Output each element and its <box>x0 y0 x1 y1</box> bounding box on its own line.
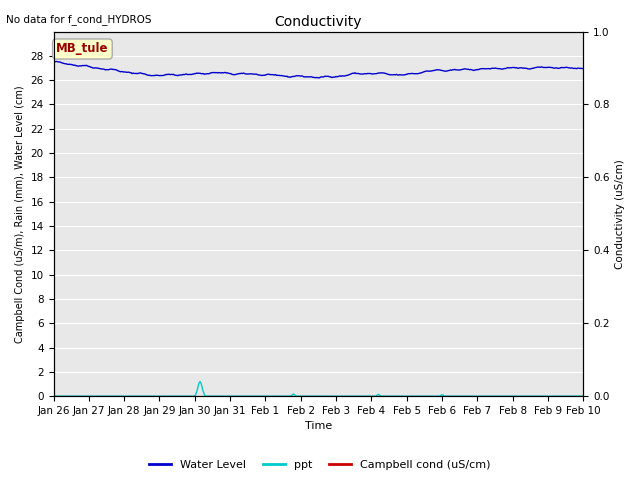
ppt <box>485 393 493 399</box>
Water Level <box>569 65 577 71</box>
Campbell cond (uS/cm) <box>566 393 574 399</box>
Water Level <box>579 66 587 72</box>
ppt <box>196 379 204 384</box>
Campbell cond (uS/cm) <box>305 393 312 399</box>
Water Level <box>53 59 61 64</box>
ppt <box>50 393 58 399</box>
Water Level <box>367 71 375 76</box>
Campbell cond (uS/cm) <box>484 393 492 399</box>
Text: No data for f_cond_HYDROS: No data for f_cond_HYDROS <box>6 14 152 25</box>
Y-axis label: Campbell Cond (uS/m), Rain (mm), Water Level (cm): Campbell Cond (uS/m), Rain (mm), Water L… <box>15 85 25 343</box>
Legend: Water Level, ppt, Campbell cond (uS/cm): Water Level, ppt, Campbell cond (uS/cm) <box>145 456 495 474</box>
Water Level <box>50 59 58 65</box>
Campbell cond (uS/cm) <box>336 393 344 399</box>
ppt <box>302 393 310 399</box>
ppt <box>568 393 575 399</box>
Title: Conductivity: Conductivity <box>275 15 362 29</box>
ppt <box>366 393 374 399</box>
Campbell cond (uS/cm) <box>365 393 372 399</box>
Campbell cond (uS/cm) <box>301 393 309 399</box>
Water Level <box>339 73 346 79</box>
Line: ppt: ppt <box>54 382 583 396</box>
Line: Water Level: Water Level <box>54 61 583 78</box>
Campbell cond (uS/cm) <box>50 393 58 399</box>
ppt <box>579 393 587 399</box>
ppt <box>305 393 313 399</box>
Y-axis label: Conductivity (uS/cm): Conductivity (uS/cm) <box>615 159 625 269</box>
Water Level <box>305 74 313 80</box>
Water Level <box>315 75 323 81</box>
X-axis label: Time: Time <box>305 421 332 432</box>
Campbell cond (uS/cm) <box>579 393 587 399</box>
Water Level <box>486 66 493 72</box>
ppt <box>337 393 345 399</box>
Text: MB_tule: MB_tule <box>56 43 109 56</box>
Water Level <box>302 74 310 80</box>
